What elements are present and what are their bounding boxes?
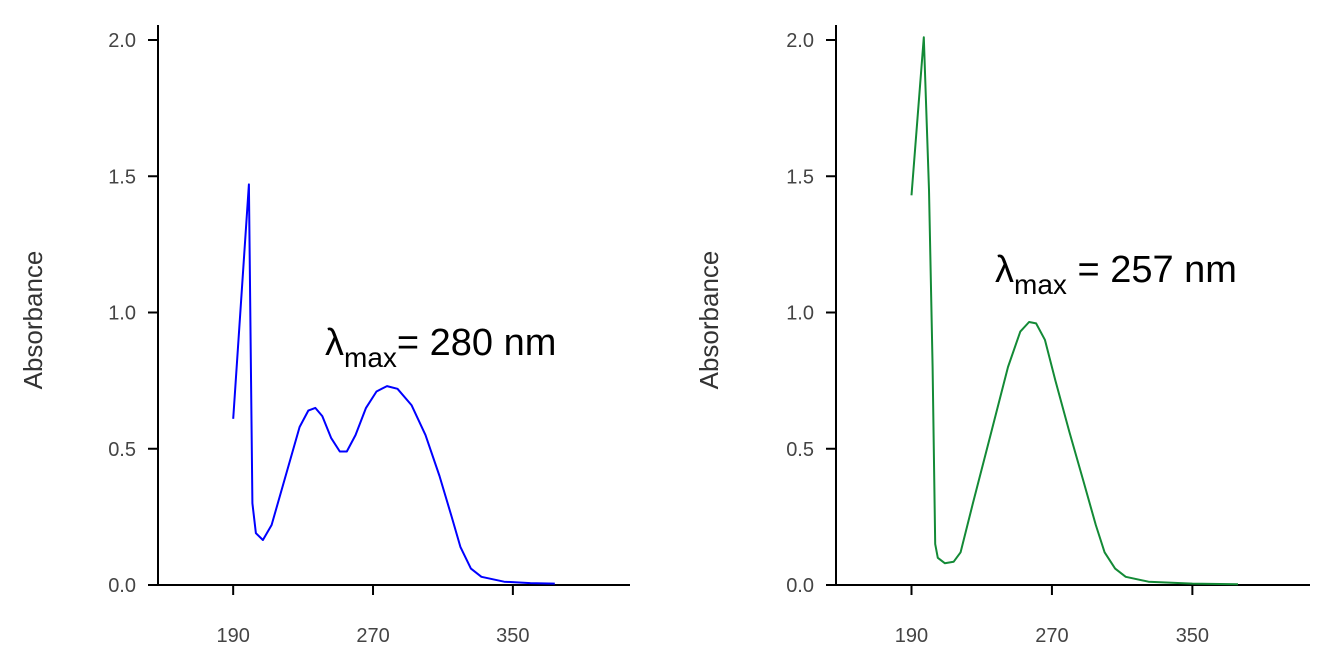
y-tick-label: 0.0 [108,575,136,597]
axes [157,25,630,586]
chart-panel-2: 0.0 0.5 1.0 1.5 2.0 190 270 350 Absorbance λmax =… [694,25,1310,647]
y-tick-label: 1.0 [786,303,814,325]
lambda-max-annotation: λmax = 257 nm [995,249,1237,300]
x-tick-label: 190 [895,625,928,647]
y-tick-label: 0.5 [786,439,814,461]
lambda-max-annotation: λmax= 280 nm [325,322,556,373]
max-subscript: max [344,342,397,373]
lambda-symbol: λ [325,322,344,364]
spectrum-line [910,36,1239,586]
max-subscript: max [1014,269,1067,300]
chart-panel-1: 0.0 0.5 1.0 1.5 2.0 190 270 350 Absorbance λmax= … [18,25,630,647]
y-axis-label: Absorbance [694,251,724,390]
y-axis-label: Absorbance [18,251,48,390]
lambda-max-value: = 257 nm [1067,249,1237,291]
x-tick-label: 350 [496,625,529,647]
y-tick-label: 0.0 [786,575,814,597]
x-tick-label: 190 [216,625,249,647]
y-tick-label: 1.0 [108,303,136,325]
spectrum-line [232,183,555,585]
axes [835,25,1310,586]
x-tick-label: 270 [1035,625,1068,647]
y-tick-label: 0.5 [108,439,136,461]
x-tick-label: 270 [356,625,389,647]
x-tick-label: 350 [1176,625,1209,647]
y-tick-label: 1.5 [786,166,814,188]
y-tick-label: 2.0 [786,30,814,52]
y-tick-label: 2.0 [108,30,136,52]
lambda-max-value: = 280 nm [397,322,557,364]
lambda-symbol: λ [995,249,1014,291]
y-tick-label: 1.5 [108,166,136,188]
